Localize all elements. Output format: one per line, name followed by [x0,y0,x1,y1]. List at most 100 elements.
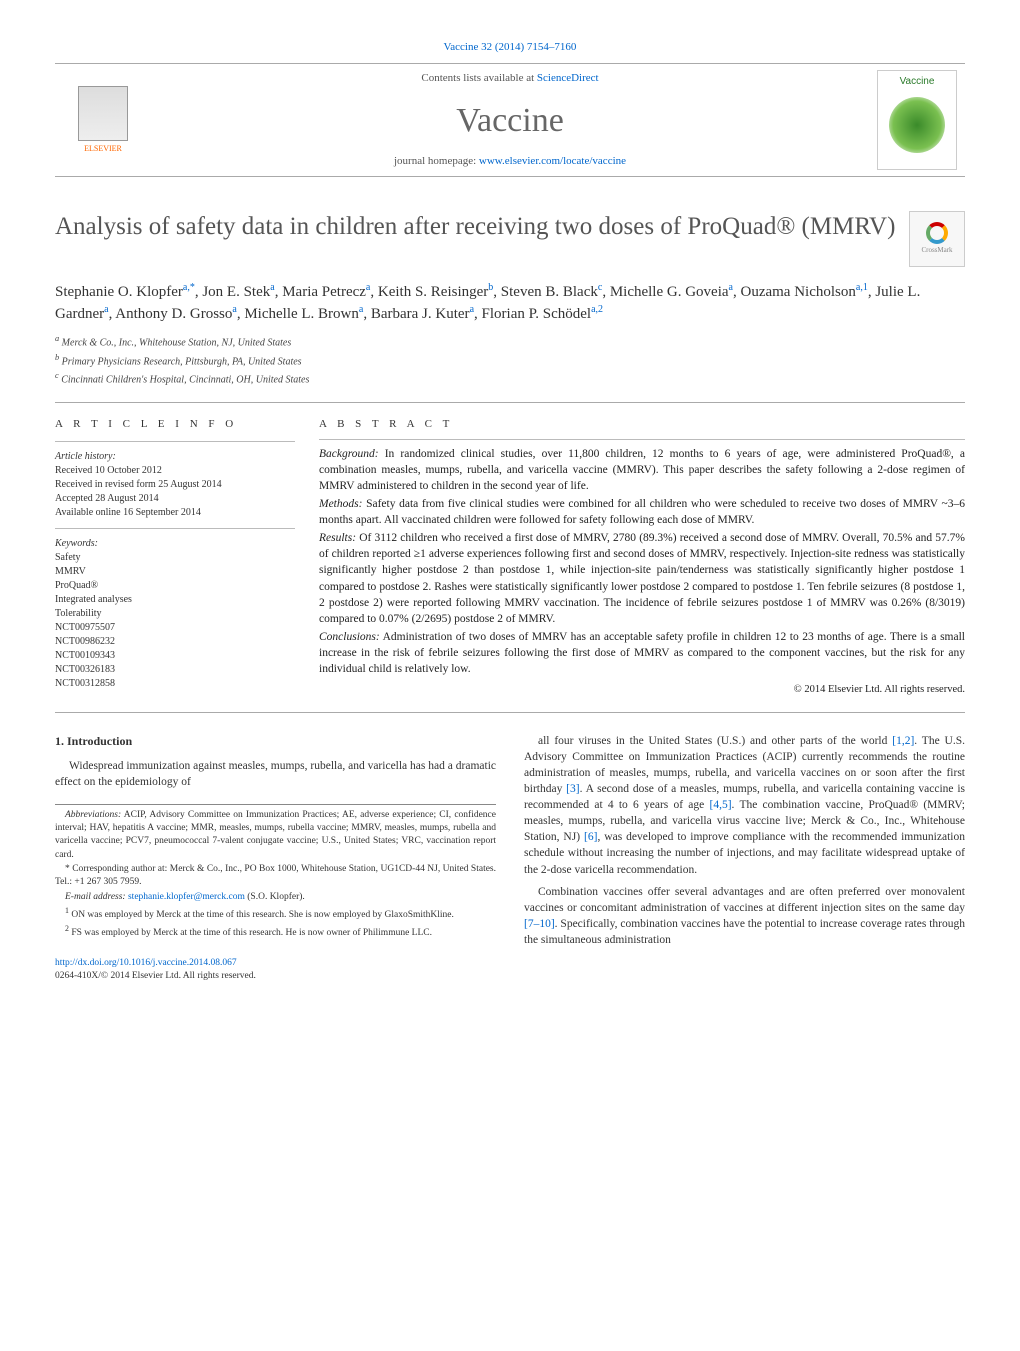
citation-link[interactable]: [3] [566,783,579,795]
affiliation: c Cincinnati Children's Hospital, Cincin… [55,370,965,387]
homepage-prefix: journal homepage: [394,155,479,167]
results-text: Of 3112 children who received a first do… [319,532,965,624]
corresponding-email-link[interactable]: stephanie.klopfer@merck.com [128,892,245,902]
citation-link[interactable]: [1,2] [892,735,914,747]
intro-para-right-1: all four viruses in the United States (U… [524,733,965,878]
citation-link[interactable]: [6] [584,831,597,843]
journal-homepage-line: journal homepage: www.elsevier.com/locat… [143,154,877,169]
conclusions-label: Conclusions: [319,631,380,643]
abstract-background: Background: In randomized clinical studi… [319,446,965,494]
keyword-item: NCT00312858 [55,677,295,691]
keywords-label: Keywords: [55,537,295,551]
author-mark: a [366,282,370,293]
abstract-conclusions: Conclusions: Administration of two doses… [319,629,965,677]
journal-name: Vaccine [143,97,877,145]
keyword-item: NCT00326183 [55,663,295,677]
keyword-item: Safety [55,551,295,565]
affiliations: a Merck & Co., Inc., Whitehouse Station,… [55,333,965,403]
contents-available-line: Contents lists available at ScienceDirec… [143,71,877,86]
email-note: E-mail address: stephanie.klopfer@merck.… [55,891,496,904]
author-mark: a [470,304,474,315]
author-mark: a,1 [856,282,868,293]
contents-prefix: Contents lists available at [421,72,536,84]
sciencedirect-link[interactable]: ScienceDirect [537,72,599,84]
cover-thumb-title: Vaccine [900,75,935,89]
crossmark-icon [926,222,948,244]
author: Steven B. Blackc [501,284,603,300]
abbreviations-note: Abbreviations: ACIP, Advisory Committee … [55,809,496,862]
abbrev-label: Abbreviations: [65,810,121,820]
affiliation: a Merck & Co., Inc., Whitehouse Station,… [55,333,965,350]
title-block: Analysis of safety data in children afte… [55,211,965,267]
section-1-heading: 1. Introduction [55,733,496,750]
citation-link[interactable]: [7–10] [524,918,555,930]
keyword-item: NCT00975507 [55,621,295,635]
elsevier-tree-icon [78,86,128,141]
journal-header: ELSEVIER Contents lists available at Sci… [55,63,965,177]
author: Jon E. Steka [202,284,274,300]
author-mark: a [232,304,236,315]
author-mark: a [729,282,733,293]
keyword-item: ProQuad® [55,579,295,593]
author: Florian P. Schödela,2 [482,306,604,322]
keywords-list: SafetyMMRVProQuad®Integrated analysesTol… [55,551,295,691]
doi-block: http://dx.doi.org/10.1016/j.vaccine.2014… [55,957,496,984]
running-head-link[interactable]: Vaccine 32 (2014) 7154–7160 [444,41,577,53]
author: Keith S. Reisingerb [378,284,493,300]
abstract-methods: Methods: Safety data from five clinical … [319,496,965,528]
elsevier-logo-label: ELSEVIER [84,143,122,154]
journal-cover-thumb: Vaccine [877,70,957,170]
author-mark: a,2 [591,304,603,315]
abstract-column: A B S T R A C T Background: In randomize… [319,417,965,697]
keyword-item: Integrated analyses [55,593,295,607]
background-text: In randomized clinical studies, over 11,… [319,448,965,492]
history-accepted: Accepted 28 August 2014 [55,492,295,506]
keyword-item: MMRV [55,565,295,579]
citation-link[interactable]: [4,5] [710,799,732,811]
intro-para-right-2: Combination vaccines offer several advan… [524,884,965,948]
author: Michelle G. Goveiaa [610,284,733,300]
history-revised: Received in revised form 25 August 2014 [55,478,295,492]
background-label: Background: [319,448,379,460]
article-info-column: A R T I C L E I N F O Article history: R… [55,417,295,697]
body-column-left: 1. Introduction Widespread immunization … [55,733,496,984]
abstract-results: Results: Of 3112 children who received a… [319,530,965,627]
body-column-right: all four viruses in the United States (U… [524,733,965,984]
author-mark: a [359,304,363,315]
methods-label: Methods: [319,498,362,510]
email-label: E-mail address: [65,892,126,902]
crossmark-label: CrossMark [921,246,952,256]
journal-homepage-link[interactable]: www.elsevier.com/locate/vaccine [479,155,626,167]
author: Anthony D. Grossoa [115,306,237,322]
keyword-item: NCT00109343 [55,649,295,663]
intro-para-1: Widespread immunization against measles,… [55,758,496,790]
conclusions-text: Administration of two doses of MMRV has … [319,631,965,675]
article-info-heading: A R T I C L E I N F O [55,417,295,432]
article-title: Analysis of safety data in children afte… [55,211,897,242]
author-mark: a [270,282,274,293]
keyword-item: Tolerability [55,607,295,621]
footnote-1: 1 ON was employed by Merck at the time o… [55,905,496,922]
footnote-2: 2 FS was employed by Merck at the time o… [55,923,496,940]
author: Stephanie O. Klopfera,* [55,284,195,300]
affiliation: b Primary Physicians Research, Pittsburg… [55,352,965,369]
cover-thumb-icon [889,97,945,153]
footnotes: Abbreviations: ACIP, Advisory Committee … [55,804,496,941]
author-mark: a [104,304,108,315]
email-who: (S.O. Klopfer). [247,892,305,902]
author: Barbara J. Kutera [371,306,474,322]
crossmark-badge[interactable]: CrossMark [909,211,965,267]
article-history-label: Article history: [55,450,295,464]
history-received: Received 10 October 2012 [55,464,295,478]
corresponding-author-note: * Corresponding author at: Merck & Co., … [55,863,496,890]
corr-label: * Corresponding author at: [65,864,167,874]
abstract-heading: A B S T R A C T [319,417,965,432]
issn-copyright: 0264-410X/© 2014 Elsevier Ltd. All right… [55,971,256,981]
doi-link[interactable]: http://dx.doi.org/10.1016/j.vaccine.2014… [55,958,237,968]
elsevier-logo: ELSEVIER [63,75,143,165]
body-columns: 1. Introduction Widespread immunization … [55,733,965,984]
author: Michelle L. Browna [244,306,363,322]
methods-text: Safety data from five clinical studies w… [319,498,965,526]
running-head: Vaccine 32 (2014) 7154–7160 [55,40,965,55]
header-center: Contents lists available at ScienceDirec… [143,71,877,169]
